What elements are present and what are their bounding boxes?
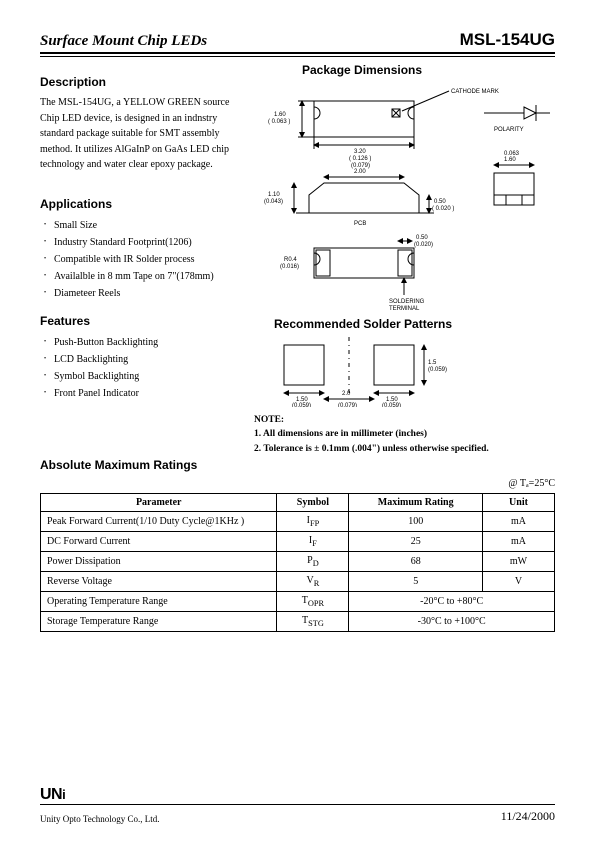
list-item: Availalble in 8 mm Tape on 7"(178mm) bbox=[44, 268, 240, 285]
doc-date: 11/24/2000 bbox=[501, 809, 555, 824]
dim-label: (0.079) bbox=[338, 403, 357, 407]
dim-label: R0.4 bbox=[284, 257, 297, 263]
col-unit: Unit bbox=[483, 493, 555, 511]
cell-symbol: TSTG bbox=[277, 611, 349, 631]
table-row: Reverse VoltageVR5V bbox=[41, 571, 555, 591]
dim-label: (0.059) bbox=[382, 403, 401, 407]
table-row: Peak Forward Current(1/10 Duty Cycle@1KH… bbox=[41, 511, 555, 531]
table-row: Power DissipationPD68mW bbox=[41, 551, 555, 571]
list-item: Front Panel Indicator bbox=[44, 385, 240, 402]
applications-heading: Applications bbox=[40, 197, 240, 211]
features-list: Push-Button Backlighting LCD Backlightin… bbox=[40, 334, 240, 402]
part-number: MSL-154UG bbox=[460, 30, 555, 50]
dim-label: (0.079) bbox=[351, 163, 370, 169]
ratings-heading: Absolute Maximum Ratings bbox=[40, 458, 555, 472]
polarity-label: POLARITY bbox=[494, 127, 524, 133]
dim-label: ( 0.020 ) bbox=[432, 206, 454, 212]
cell-unit: mA bbox=[483, 531, 555, 551]
soldering-label: SOLDERING bbox=[389, 299, 425, 305]
list-item: Compatible with IR Solder process bbox=[44, 251, 240, 268]
cell-parameter: Storage Temperature Range bbox=[41, 611, 277, 631]
cell-symbol: IF bbox=[277, 531, 349, 551]
cell-parameter: Power Dissipation bbox=[41, 551, 277, 571]
cell-parameter: Reverse Voltage bbox=[41, 571, 277, 591]
list-item: Push-Button Backlighting bbox=[44, 334, 240, 351]
notes-block: NOTE: 1. All dimensions are in millimete… bbox=[254, 413, 555, 456]
dim-label: (0.016) bbox=[280, 264, 299, 270]
features-heading: Features bbox=[40, 314, 240, 328]
dim-label: 1.60 bbox=[504, 157, 516, 163]
note-heading: NOTE: bbox=[254, 413, 555, 427]
applications-list: Small Size Industry Standard Footprint(1… bbox=[40, 217, 240, 302]
description-heading: Description bbox=[40, 75, 240, 89]
solder-heading: Recommended Solder Patterns bbox=[274, 317, 555, 331]
dim-label: 1.60 bbox=[274, 112, 286, 118]
footer-rule bbox=[40, 804, 555, 805]
table-row: Operating Temperature RangeTOPR-20°C to … bbox=[41, 591, 555, 611]
table-row: DC Forward CurrentIF25mA bbox=[41, 531, 555, 551]
company-logo: UNi bbox=[40, 786, 65, 803]
cell-rating: 25 bbox=[349, 531, 483, 551]
page-footer: UNi Unity Opto Technology Co., Ltd. 11/2… bbox=[40, 786, 555, 824]
dim-label: 1.5 bbox=[428, 360, 437, 366]
col-symbol: Symbol bbox=[277, 493, 349, 511]
dim-label: ( 0.063 ) bbox=[268, 119, 290, 125]
cell-symbol: PD bbox=[277, 551, 349, 571]
main-columns: Description The MSL-154UG, a YELLOW GREE… bbox=[40, 63, 555, 456]
dim-label: 3.20 bbox=[354, 149, 366, 155]
note-2: 2. Tolerance is ± 0.1mm (.004") unless o… bbox=[254, 442, 555, 456]
dim-label: 2.0 bbox=[342, 391, 351, 397]
list-item: Diameteer Reels bbox=[44, 285, 240, 302]
cell-symbol: IFP bbox=[277, 511, 349, 531]
col-parameter: Parameter bbox=[41, 493, 277, 511]
dim-label: 1.10 bbox=[268, 192, 280, 198]
solder-patterns-figure: 1.50 (0.059) 1.50 (0.059) 2.0 (0.079) 1.… bbox=[254, 337, 494, 407]
dim-label: 0.063 bbox=[504, 151, 520, 157]
cell-unit: mA bbox=[483, 511, 555, 531]
list-item: Symbol Backlighting bbox=[44, 368, 240, 385]
company-name: Unity Opto Technology Co., Ltd. bbox=[40, 814, 159, 824]
doc-title: Surface Mount Chip LEDs bbox=[40, 33, 207, 50]
dim-label: 0.50 bbox=[434, 199, 446, 205]
cell-rating: 100 bbox=[349, 511, 483, 531]
ratings-table: Parameter Symbol Maximum Rating Unit Pea… bbox=[40, 493, 555, 632]
cell-symbol: VR bbox=[277, 571, 349, 591]
left-column: Description The MSL-154UG, a YELLOW GREE… bbox=[40, 63, 240, 456]
list-item: LCD Backlighting bbox=[44, 351, 240, 368]
table-header-row: Parameter Symbol Maximum Rating Unit bbox=[41, 493, 555, 511]
package-dimensions-figure: CATHODE MARK 3.20 ( 0.126 ) 1.60 ( 0.063… bbox=[254, 83, 554, 313]
cell-parameter: DC Forward Current bbox=[41, 531, 277, 551]
dim-label: (0.043) bbox=[264, 199, 283, 205]
right-column: Package Dimensions CATHO bbox=[254, 63, 555, 456]
cell-unit: V bbox=[483, 571, 555, 591]
header-rule bbox=[40, 54, 555, 57]
cathode-label: CATHODE MARK bbox=[451, 89, 499, 95]
dim-label: (0.059) bbox=[292, 403, 311, 407]
col-rating: Maximum Rating bbox=[349, 493, 483, 511]
cell-rating: 5 bbox=[349, 571, 483, 591]
dim-label: (0.059) bbox=[428, 367, 447, 373]
cell-symbol: TOPR bbox=[277, 591, 349, 611]
list-item: Industry Standard Footprint(1206) bbox=[44, 234, 240, 251]
dim-label: 2.00 bbox=[354, 169, 366, 175]
cell-rating: 68 bbox=[349, 551, 483, 571]
soldering-label2: TERMINAL bbox=[389, 306, 420, 312]
pcb-label: PCB bbox=[354, 221, 366, 227]
cell-rating-merged: -20°C to +80°C bbox=[349, 591, 555, 611]
cell-rating-merged: -30°C to +100°C bbox=[349, 611, 555, 631]
package-dim-heading: Package Dimensions bbox=[302, 63, 555, 77]
table-row: Storage Temperature RangeTSTG-30°C to +1… bbox=[41, 611, 555, 631]
list-item: Small Size bbox=[44, 217, 240, 234]
footer-logo-block: UNi bbox=[40, 786, 555, 804]
note-1: 1. All dimensions are in millimeter (inc… bbox=[254, 427, 555, 441]
cell-parameter: Operating Temperature Range bbox=[41, 591, 277, 611]
cell-parameter: Peak Forward Current(1/10 Duty Cycle@1KH… bbox=[41, 511, 277, 531]
ratings-condition: @ Tₐ=25°C bbox=[40, 478, 555, 489]
cell-unit: mW bbox=[483, 551, 555, 571]
dim-label: 0.50 bbox=[416, 235, 428, 241]
description-body: The MSL-154UG, a YELLOW GREEN source Chi… bbox=[40, 95, 240, 173]
dim-label: ( 0.126 ) bbox=[349, 156, 371, 162]
page-header: Surface Mount Chip LEDs MSL-154UG bbox=[40, 30, 555, 54]
dim-label: (0.020) bbox=[414, 242, 433, 248]
